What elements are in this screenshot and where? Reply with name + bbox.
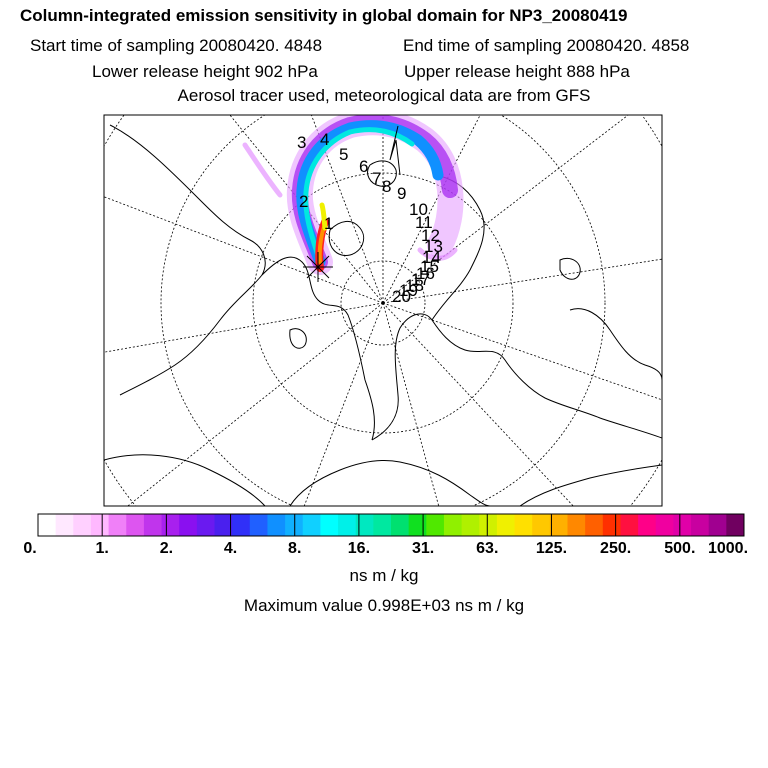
colorbar-swatch <box>567 514 586 536</box>
end-time-label: End time of sampling 20080420. 4858 <box>403 36 690 55</box>
colorbar-tick-label: 31. <box>411 540 435 557</box>
day-marker: 5 <box>339 145 348 164</box>
colorbar-swatch <box>691 514 710 536</box>
colorbar-swatch <box>514 514 533 536</box>
units-label: ns m / kg <box>349 566 419 585</box>
colorbar-frame <box>37 513 745 537</box>
day-marker: 17 <box>411 270 430 289</box>
upper-release-label: Upper release height 888 hPa <box>404 62 630 81</box>
colorbar-swatch <box>267 514 286 536</box>
colorbar-swatch <box>638 514 657 536</box>
colorbar <box>38 514 745 536</box>
colorbar-tick-label: 2. <box>159 540 174 557</box>
colorbar-swatch <box>408 514 427 536</box>
colorbar-tick-label: 250. <box>600 540 632 557</box>
colorbar-swatch <box>232 514 251 536</box>
colorbar-swatch <box>602 514 621 536</box>
emission-plume <box>242 115 464 275</box>
day-marker: 4 <box>320 130 329 149</box>
colorbar-tick-label: 1. <box>95 540 109 557</box>
day-marker: 7 <box>372 169 381 188</box>
colorbar-swatch <box>391 514 410 536</box>
colorbar-swatch <box>179 514 198 536</box>
colorbar-swatch <box>355 514 374 536</box>
colorbar-swatch <box>338 514 357 536</box>
colorbar-swatch <box>532 514 551 536</box>
day-marker: 14 <box>422 248 441 267</box>
colorbar-swatch <box>373 514 392 536</box>
day-marker: 10 <box>409 200 428 219</box>
tracer-label: Aerosol tracer used, meteorological data… <box>177 86 591 105</box>
colorbar-tick-label: 16. <box>347 540 371 557</box>
colorbar-tick-label: 0. <box>23 540 37 557</box>
colorbar-swatch <box>161 514 180 536</box>
max-value-label: Maximum value 0.998E+03 ns m / kg <box>243 596 525 615</box>
start-time-label: Start time of sampling 20080420. 4848 <box>30 36 323 55</box>
day-marker: 16 <box>416 264 435 283</box>
colorbar-swatch <box>90 514 110 536</box>
colorbar-swatch <box>55 514 74 536</box>
lower-release-label: Lower release height 902 hPa <box>92 62 318 81</box>
colorbar-swatch <box>73 514 92 536</box>
colorbar-swatch <box>708 514 727 536</box>
colorbar-tick-label: 8. <box>288 540 302 557</box>
day-marker: 3 <box>297 133 306 152</box>
colorbar-swatch <box>302 514 321 536</box>
colorbar-swatch <box>249 514 268 536</box>
day-marker: 8 <box>382 177 391 196</box>
day-marker: 19 <box>399 281 418 300</box>
release-site-marker <box>303 252 333 282</box>
colorbar-swatch <box>620 514 639 536</box>
colorbar-tick-label: 4. <box>223 540 238 557</box>
colorbar-swatch <box>443 514 463 536</box>
colorbar-swatch <box>196 514 215 536</box>
colorbar-swatch <box>426 514 445 536</box>
day-markers: 1 2 3 4 5 6 7 8 9 10 11 12 13 14 15 16 1… <box>297 130 443 306</box>
colorbar-swatch <box>673 514 692 536</box>
colorbar-swatch <box>726 514 745 536</box>
colorbar-swatch <box>108 514 127 536</box>
colorbar-swatch <box>214 514 233 536</box>
colorbar-swatch <box>126 514 145 536</box>
colorbar-swatch <box>585 514 604 536</box>
colorbar-tick-label: 63. <box>476 540 499 557</box>
day-marker: 12 <box>421 226 440 245</box>
colorbar-swatch <box>143 514 163 536</box>
day-marker: 2 <box>299 192 308 211</box>
colorbar-swatch <box>461 514 480 536</box>
day-marker: 13 <box>424 237 443 256</box>
colorbar-swatch <box>549 514 568 536</box>
colorbar-swatch <box>320 514 339 536</box>
day-marker: 6 <box>359 157 368 176</box>
day-marker: 18 <box>405 276 424 295</box>
day-marker: 15 <box>420 257 439 276</box>
day-marker: 11 <box>415 213 433 232</box>
day-marker: 20 <box>392 287 411 306</box>
day-marker: 1 <box>324 214 333 233</box>
map-frame <box>103 114 663 507</box>
colorbar-tick-label: 125. <box>535 540 568 557</box>
colorbar-swatch <box>38 514 57 536</box>
colorbar-swatch <box>479 514 498 536</box>
colorbar-tick-label: 500. <box>664 540 696 557</box>
colorbar-swatch <box>496 514 516 536</box>
colorbar-tick-label: 1000. <box>707 540 749 557</box>
colorbar-swatch <box>655 514 674 536</box>
plot-title: Column-integrated emission sensitivity i… <box>20 6 628 25</box>
day-marker: 9 <box>397 184 406 203</box>
colorbar-swatch <box>285 514 304 536</box>
meridian-lines <box>104 115 662 506</box>
map-panel <box>104 115 662 506</box>
